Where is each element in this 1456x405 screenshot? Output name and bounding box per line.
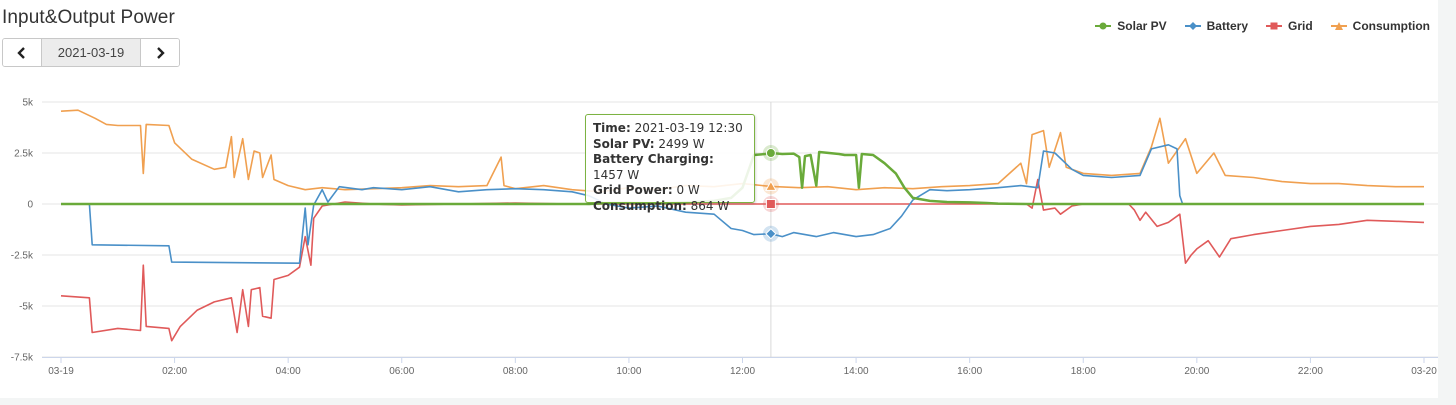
y-tick-label: 0 bbox=[27, 200, 33, 211]
hover-marker-battery bbox=[765, 228, 777, 240]
prev-day-button[interactable] bbox=[3, 39, 41, 66]
chart-legend: Solar PV Battery Grid Consumption bbox=[1095, 19, 1430, 33]
x-tick-label: 06:00 bbox=[389, 366, 414, 377]
y-tick-label: 5k bbox=[22, 98, 34, 109]
x-tick-label: 04:00 bbox=[276, 366, 301, 377]
solar-marker-icon bbox=[1095, 22, 1112, 30]
legend-label: Battery bbox=[1206, 19, 1248, 33]
tooltip-battery-label: Battery Charging: bbox=[593, 152, 714, 166]
hover-marker-solar bbox=[765, 148, 776, 159]
hover-marker-grid bbox=[765, 199, 776, 209]
battery-line bbox=[61, 144, 1424, 264]
x-tick-label: 03-19 bbox=[48, 366, 74, 377]
legend-item-consumption[interactable]: Consumption bbox=[1330, 19, 1430, 33]
next-day-button[interactable] bbox=[141, 39, 179, 66]
legend-label: Solar PV bbox=[1117, 19, 1167, 33]
y-tick-label: -5k bbox=[19, 302, 34, 313]
battery-marker-icon bbox=[1184, 22, 1201, 30]
x-tick-label: 12:00 bbox=[730, 366, 755, 377]
y-tick-label: -7.5k bbox=[11, 353, 34, 364]
date-display[interactable]: 2021-03-19 bbox=[41, 39, 141, 66]
tooltip-solar-value: 2499 W bbox=[658, 136, 705, 151]
x-tick-label: 14:00 bbox=[844, 366, 869, 377]
tooltip-time-label: Time: bbox=[593, 121, 631, 135]
x-tick-label: 08:00 bbox=[503, 366, 528, 377]
x-tick-label: 02:00 bbox=[162, 366, 187, 377]
tooltip-consumption-value: 864 W bbox=[690, 198, 730, 213]
legend-item-solar[interactable]: Solar PV bbox=[1095, 19, 1167, 33]
legend-item-grid[interactable]: Grid bbox=[1266, 19, 1313, 33]
chevron-left-icon bbox=[17, 46, 25, 59]
x-tick-label: 10:00 bbox=[616, 366, 641, 377]
legend-label: Grid bbox=[1288, 19, 1313, 33]
page-title: Input&Output Power bbox=[2, 7, 175, 28]
hover-marker-consumption bbox=[765, 180, 777, 191]
tooltip-time-value: 2021-03-19 12:30 bbox=[634, 121, 743, 135]
grid-marker-icon bbox=[1266, 22, 1282, 30]
x-tick-label: 16:00 bbox=[957, 366, 982, 377]
tooltip-battery-value: 1457 W bbox=[593, 167, 640, 182]
legend-label: Consumption bbox=[1352, 19, 1430, 33]
x-tick-label: 18:00 bbox=[1071, 366, 1096, 377]
x-tick-label: 20:00 bbox=[1184, 366, 1209, 377]
legend-item-battery[interactable]: Battery bbox=[1184, 19, 1248, 33]
chevron-right-icon bbox=[157, 46, 165, 59]
consumption-marker-icon bbox=[1330, 22, 1347, 30]
x-tick-label: 22:00 bbox=[1298, 366, 1323, 377]
x-tick-label: 03-20 bbox=[1411, 366, 1437, 377]
tooltip-grid-value: 0 W bbox=[676, 183, 700, 197]
date-picker: 2021-03-19 bbox=[2, 38, 180, 67]
tooltip-consumption-label: Consumption: bbox=[593, 198, 687, 213]
tooltip-grid-label: Grid Power: bbox=[593, 183, 673, 197]
tooltip-solar-label: Solar PV: bbox=[593, 136, 655, 151]
chart-tooltip: Time: 2021-03-19 12:30 Solar PV: 2499 W … bbox=[585, 114, 755, 213]
y-tick-label: -2.5k bbox=[11, 251, 34, 262]
y-tick-label: 2.5k bbox=[14, 149, 34, 160]
